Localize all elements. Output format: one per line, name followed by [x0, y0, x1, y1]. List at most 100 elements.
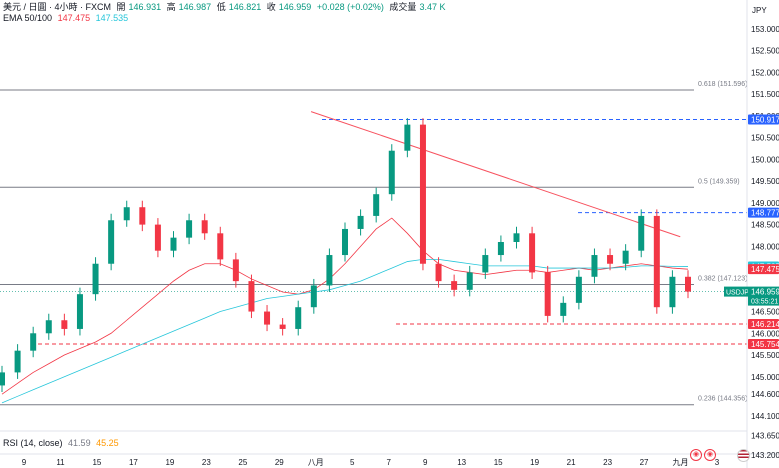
candle-body: [622, 250, 629, 264]
candle-body: [669, 276, 676, 308]
price-badge: [748, 264, 779, 275]
price-badge-label: 150.917: [751, 116, 779, 125]
ema50-line: [1, 217, 689, 395]
candle-body: [544, 272, 551, 316]
trendline-layer: [310, 111, 681, 238]
candle-body: [108, 220, 115, 264]
y-tick-label: 144.100: [751, 412, 779, 421]
candle-body: [373, 194, 380, 216]
x-tick-label: 15: [494, 458, 503, 467]
time-axis[interactable]: 9 11 15 17 19 23 25 29 八月 5 7 9 13 15 19 21 23 27 九月 3: [22, 458, 720, 467]
x-tick-label: 29: [275, 458, 284, 467]
candle-body: [217, 233, 224, 260]
y-tick-label: 143.650: [751, 431, 779, 440]
candle-body: [560, 302, 567, 316]
candle-body: [638, 215, 645, 251]
volume-label: 成交量: [389, 2, 417, 12]
volume-value: 3.47 K: [419, 2, 446, 12]
ema100-value: 147.535: [95, 13, 129, 23]
candle-body: [529, 233, 536, 273]
price-axis[interactable]: 153.000152.500152.000151.500151.000150.5…: [751, 25, 779, 460]
candle-body: [326, 255, 333, 286]
event-marker-icon[interactable]: ◉: [690, 449, 702, 461]
x-tick-label: 19: [530, 458, 539, 467]
price-badge: [748, 207, 779, 218]
candle-body: [685, 276, 691, 292]
candle-body: [14, 350, 21, 373]
price-badge: [748, 114, 779, 125]
y-tick-label: 145.500: [751, 351, 779, 360]
high-value: 146.987: [178, 2, 212, 12]
price-badge: [748, 338, 779, 349]
fib-level-label: 0.618 (151.596): [698, 81, 747, 88]
candle-body: [497, 242, 504, 256]
ema-legend[interactable]: EMA 50/100 147.475 147.535: [3, 13, 131, 24]
price-lines-layer: [0, 119, 747, 345]
x-tick-label: 5: [350, 458, 355, 467]
low-value: 146.821: [228, 2, 262, 12]
low-label: 低: [216, 2, 226, 12]
y-tick-label: 150.000: [751, 155, 779, 164]
candle-body: [591, 255, 598, 277]
y-tick-label: 146.500: [751, 308, 779, 317]
candle-body: [357, 215, 364, 229]
candle-body: [295, 307, 302, 329]
candle-body: [279, 324, 286, 329]
x-tick-label: 11: [56, 458, 65, 467]
resistance-trendline: [310, 111, 681, 238]
candle-body: [154, 224, 161, 251]
x-tick-label: 9: [22, 458, 27, 467]
price-badges-layer: 150.917148.777146.214145.754147.535147.4…: [724, 114, 779, 349]
candle-body: [92, 263, 99, 295]
candle-body: [653, 215, 660, 308]
y-tick-label: 150.500: [751, 134, 779, 143]
close-label: 收: [266, 2, 276, 12]
current-price-badge: [748, 286, 779, 306]
candle-body: [466, 272, 473, 290]
x-tick-label: 八月: [308, 458, 324, 467]
currency-label: JPY: [752, 6, 767, 15]
candle-body: [342, 228, 348, 256]
rsi-value: 41.59: [68, 438, 91, 448]
open-value: 146.931: [128, 2, 162, 12]
candle-body: [248, 281, 255, 312]
x-tick-label: 27: [640, 458, 649, 467]
y-tick-label: 146.000: [751, 329, 779, 338]
rsi-ma-value: 45.25: [96, 438, 119, 448]
candle-body: [388, 150, 395, 195]
high-label: 高: [166, 2, 176, 12]
candle-body: [61, 320, 68, 329]
candle-body: [45, 320, 52, 334]
rsi-legend[interactable]: RSI (14, close) 41.59 45.25: [3, 438, 122, 449]
change-value: +0.028 (+0.02%): [316, 2, 384, 12]
candle-body: [201, 220, 208, 234]
countdown-label: 03:55:21: [751, 299, 778, 306]
y-tick-label: 152.000: [751, 68, 779, 77]
ema-label: EMA 50/100: [3, 13, 53, 23]
ema100-line: [1, 258, 689, 404]
candle-body: [482, 255, 489, 273]
x-tick-label: 25: [238, 458, 247, 467]
fib-level-label: 0.5 (149.359): [698, 178, 740, 185]
candle-body: [123, 207, 130, 221]
y-tick-label: 145.000: [751, 373, 779, 382]
x-tick-label: 17: [129, 458, 138, 467]
open-label: 開: [116, 2, 126, 12]
x-tick-label: 21: [567, 458, 576, 467]
event-marker-icon[interactable]: ◉: [704, 449, 716, 461]
candle-body: [139, 207, 146, 225]
candle-body: [264, 311, 271, 325]
candle-body: [30, 333, 37, 351]
us-flag-icon[interactable]: [737, 449, 750, 462]
ema50-value: 147.475: [57, 13, 91, 23]
candle-body: [186, 220, 193, 238]
x-tick-label: 15: [92, 458, 101, 467]
x-tick-label: 13: [457, 458, 466, 467]
symbol-badge-label: USDJPY: [726, 290, 754, 297]
symbol-title[interactable]: 美元 / 日圓 · 4小時 · FXCM: [3, 2, 112, 12]
candle-body: [419, 124, 426, 264]
y-tick-label: 149.500: [751, 177, 779, 186]
x-tick-label: 九月: [673, 458, 689, 467]
